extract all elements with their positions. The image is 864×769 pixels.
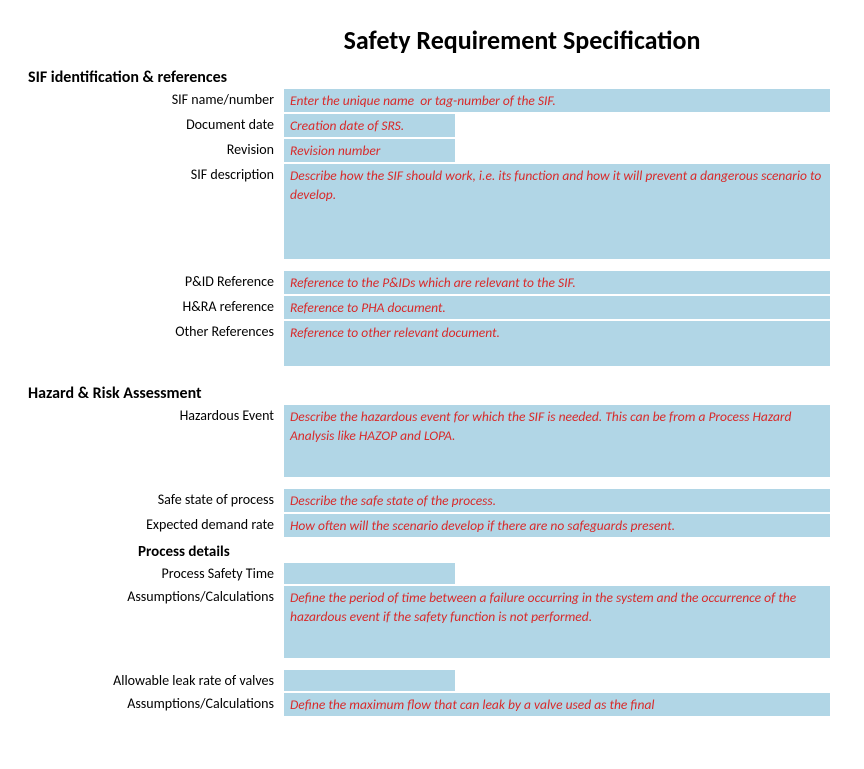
label-safe-state: Safe state of process [28, 489, 284, 512]
label-pst-assumptions: Assumptions/Calculations [28, 586, 284, 658]
label-hra-reference: H&RA reference [28, 296, 284, 319]
field-row-safe-state: Safe state of process Describe the safe … [28, 489, 836, 512]
section-header-process-details: Process details [28, 543, 836, 561]
value-leak-assumptions[interactable]: Define the maximum flow that can leak by… [284, 693, 830, 716]
field-row-leak-assumptions: Assumptions/Calculations Define the maxi… [28, 693, 836, 716]
value-safe-state[interactable]: Describe the safe state of the process. [284, 489, 830, 512]
field-row-pid-reference: P&ID Reference Reference to the P&IDs wh… [28, 271, 836, 294]
value-other-references[interactable]: Reference to other relevant document. [284, 321, 830, 366]
section-header-hazard-risk: Hazard & Risk Assessment [28, 384, 836, 403]
value-process-safety-time[interactable] [284, 563, 455, 584]
field-row-process-safety-time: Process Safety Time [28, 563, 836, 584]
value-sif-name[interactable]: Enter the unique name or tag-number of t… [284, 89, 830, 112]
field-row-document-date: Document date Creation date of SRS. [28, 114, 836, 137]
value-pst-assumptions[interactable]: Define the period of time between a fail… [284, 586, 830, 658]
field-row-sif-name: SIF name/number Enter the unique name or… [28, 89, 836, 112]
section-header-sif-identification: SIF identification & references [28, 68, 836, 87]
field-row-sif-description: SIF description Describe how the SIF sho… [28, 164, 836, 259]
label-sif-description: SIF description [28, 164, 284, 259]
value-pid-reference[interactable]: Reference to the P&IDs which are relevan… [284, 271, 830, 294]
label-other-references: Other References [28, 321, 284, 366]
field-row-hazardous-event: Hazardous Event Describe the hazardous e… [28, 405, 836, 477]
srs-form-page: Safety Requirement Specification SIF ide… [0, 0, 864, 726]
label-document-date: Document date [28, 114, 284, 137]
field-row-demand-rate: Expected demand rate How often will the … [28, 514, 836, 537]
field-row-hra-reference: H&RA reference Reference to PHA document… [28, 296, 836, 319]
value-revision[interactable]: Revision number [284, 139, 455, 162]
page-title: Safety Requirement Specification [28, 24, 836, 56]
field-row-pst-assumptions: Assumptions/Calculations Define the peri… [28, 586, 836, 658]
label-pid-reference: P&ID Reference [28, 271, 284, 294]
value-demand-rate[interactable]: How often will the scenario develop if t… [284, 514, 830, 537]
value-sif-description[interactable]: Describe how the SIF should work, i.e. i… [284, 164, 830, 259]
label-hazardous-event: Hazardous Event [28, 405, 284, 477]
field-row-other-references: Other References Reference to other rele… [28, 321, 836, 366]
value-hazardous-event[interactable]: Describe the hazardous event for which t… [284, 405, 830, 477]
label-revision: Revision [28, 139, 284, 162]
label-leak-assumptions: Assumptions/Calculations [28, 693, 284, 716]
label-process-safety-time: Process Safety Time [28, 563, 284, 584]
label-demand-rate: Expected demand rate [28, 514, 284, 537]
label-sif-name: SIF name/number [28, 89, 284, 112]
field-row-revision: Revision Revision number [28, 139, 836, 162]
field-row-leak-rate: Allowable leak rate of valves [28, 670, 836, 691]
label-leak-rate: Allowable leak rate of valves [28, 670, 284, 691]
value-document-date[interactable]: Creation date of SRS. [284, 114, 455, 137]
value-hra-reference[interactable]: Reference to PHA document. [284, 296, 830, 319]
value-leak-rate[interactable] [284, 670, 455, 691]
